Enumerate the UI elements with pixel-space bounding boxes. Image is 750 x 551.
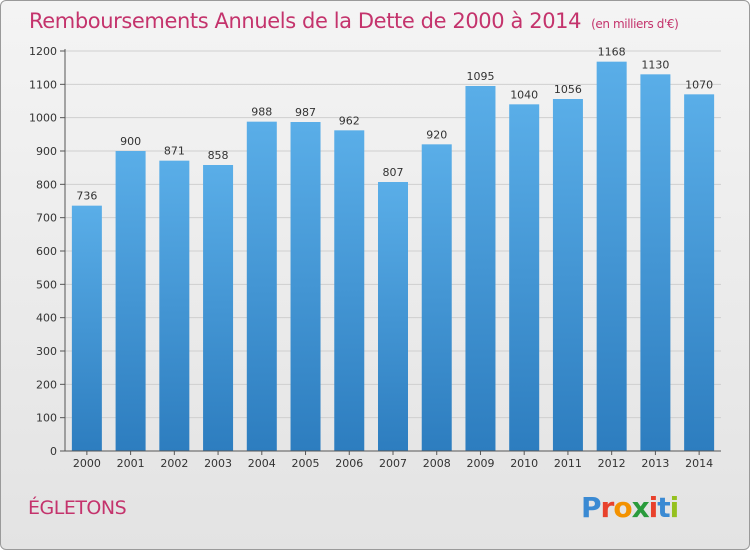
value-label-2005: 987	[295, 106, 316, 119]
y-tick-label: 500	[36, 278, 57, 291]
chart-subtitle: (en milliers d'€)	[591, 17, 679, 31]
logo-letter: r	[600, 491, 615, 524]
bars: 736 900 871 858 988 987 962 807 920 1095 1040 1056 1…	[71, 46, 715, 452]
x-tick-label-2010: 2010	[510, 457, 538, 470]
value-label-2007: 807	[383, 166, 404, 179]
bar-2009	[465, 86, 496, 451]
bar-2006	[334, 130, 365, 452]
proxiti-logo: Proxiti	[581, 491, 680, 524]
x-tick-label-2001: 2001	[117, 457, 145, 470]
x-tick-label-2012: 2012	[598, 457, 626, 470]
x-tick-label-2014: 2014	[685, 457, 713, 470]
axes: 0 100 200 300 400 500 600 700 800 900 1000 1100 1200…	[29, 45, 721, 470]
y-tick-label: 300	[36, 345, 57, 358]
y-tick-label: 200	[36, 378, 57, 391]
value-label-2011: 1056	[554, 83, 582, 96]
bar-2014	[684, 94, 715, 451]
value-label-2000: 736	[76, 190, 97, 203]
bar-2012	[596, 61, 627, 452]
logo-letter: P	[581, 491, 602, 524]
x-tick-label-2002: 2002	[160, 457, 188, 470]
x-tick-label-2006: 2006	[335, 457, 363, 470]
value-label-2009: 1095	[466, 70, 494, 83]
bar-2010	[509, 104, 540, 451]
logo-letter: o	[613, 491, 632, 524]
bar-2001	[115, 151, 146, 451]
bar-2008	[421, 144, 452, 452]
value-label-2004: 988	[251, 106, 272, 119]
x-tick-label-2011: 2011	[554, 457, 582, 470]
x-tick-label-2000: 2000	[73, 457, 101, 470]
y-tick-label: 800	[36, 178, 57, 191]
x-tick-label-2008: 2008	[423, 457, 451, 470]
commune-name: ÉGLETONS	[28, 497, 127, 519]
x-tick-label-2003: 2003	[204, 457, 232, 470]
value-label-2012: 1168	[598, 46, 626, 59]
y-tick-label: 600	[36, 245, 57, 258]
bar-2005	[290, 122, 321, 451]
value-label-2010: 1040	[510, 88, 538, 101]
bar-2013	[640, 74, 671, 451]
bar-2011	[552, 99, 583, 451]
value-label-2014: 1070	[685, 78, 713, 91]
y-tick-label: 0	[50, 445, 57, 458]
x-tick-label-2005: 2005	[292, 457, 320, 470]
bar-2004	[246, 121, 277, 452]
y-tick-label: 900	[36, 145, 57, 158]
x-tick-label-2009: 2009	[466, 457, 494, 470]
bar-2003	[203, 165, 234, 451]
y-tick-label: 700	[36, 212, 57, 225]
x-tick-label-2004: 2004	[248, 457, 276, 470]
value-label-2003: 858	[208, 149, 229, 162]
logo-letter: i	[648, 491, 659, 524]
y-tick-label: 400	[36, 312, 57, 325]
logo-letter: t	[657, 491, 670, 524]
x-tick-label-2007: 2007	[379, 457, 407, 470]
value-label-2002: 871	[164, 145, 185, 158]
value-label-2001: 900	[120, 135, 141, 148]
bar-2007	[378, 182, 408, 451]
x-tick-label-2013: 2013	[641, 457, 669, 470]
value-label-2013: 1130	[641, 58, 669, 71]
y-tick-label: 100	[36, 412, 57, 425]
logo-letter: x	[631, 491, 650, 524]
chart-title: Remboursements Annuels de la Dette de 20…	[29, 9, 679, 33]
bar-2000	[71, 205, 102, 451]
value-label-2008: 920	[426, 128, 447, 141]
value-label-2006: 962	[339, 114, 360, 127]
y-tick-label: 1100	[29, 78, 57, 91]
bar-2002	[159, 160, 190, 451]
logo-letter: i	[669, 491, 680, 524]
y-tick-label: 1000	[29, 112, 57, 125]
y-tick-label: 1200	[29, 45, 57, 58]
